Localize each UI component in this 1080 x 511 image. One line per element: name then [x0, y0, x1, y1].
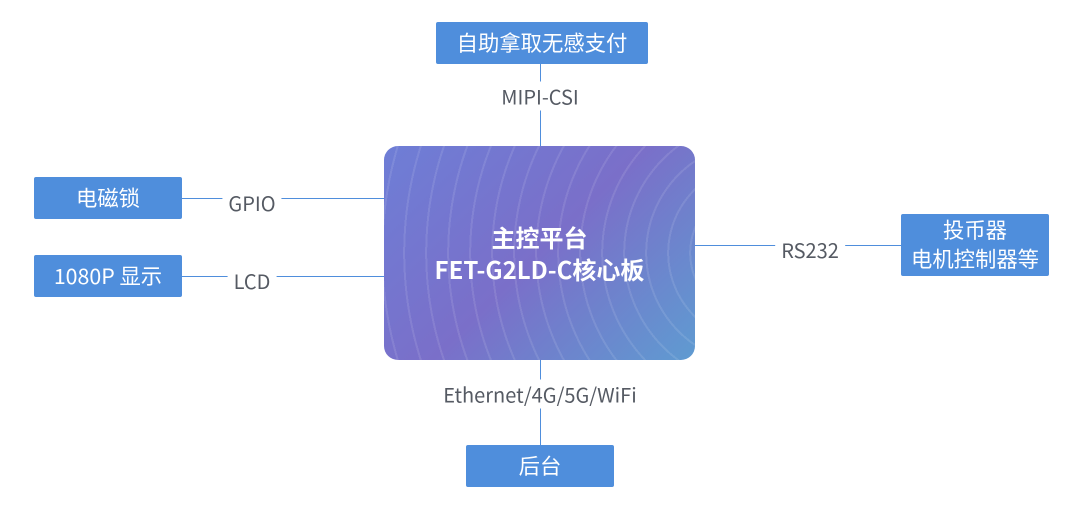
- periph-node-label: 电磁锁: [76, 184, 140, 213]
- periph-node-label: 1080P 显示: [54, 262, 162, 291]
- periph-node-top: 自助拿取无感支付: [436, 22, 648, 64]
- center-node: 主控平台FET-G2LD-C核心板: [384, 146, 695, 360]
- periph-node-label: 自助拿取无感支付: [457, 29, 628, 58]
- center-node-line: 主控平台: [492, 221, 588, 253]
- edge-label-left2-center: LCD: [228, 266, 277, 295]
- periph-node-left1: 电磁锁: [34, 177, 182, 219]
- periph-node-left2: 1080P 显示: [34, 255, 182, 297]
- edge-label-center-bottom: Ethernet/4G/5G/WiFi: [437, 380, 642, 409]
- edge-line-left1-center: [182, 198, 384, 199]
- diagram-canvas: MIPI-CSI GPIO LCD RS232 Ethernet/4G/5G/WiFi 自…: [0, 0, 1080, 511]
- periph-node-right: 投币器电机控制器等: [901, 214, 1049, 276]
- periph-node-label: 后台: [519, 452, 562, 481]
- edge-label-center-right: RS232: [775, 235, 845, 264]
- periph-node-bottom: 后台: [466, 445, 614, 487]
- edge-line-left2-center: [182, 276, 384, 277]
- edge-label-top-center: MIPI-CSI: [495, 82, 585, 111]
- periph-node-line: 投币器: [943, 216, 1007, 245]
- periph-node-line: 电机控制器等: [911, 245, 1039, 274]
- center-node-line: FET-G2LD-C核心板: [435, 253, 645, 285]
- edge-label-left1-center: GPIO: [222, 188, 281, 217]
